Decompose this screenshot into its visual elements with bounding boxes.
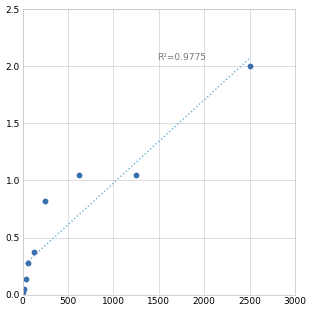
Point (134, 172, 139, 177)
Point (22, 286, 27, 291)
Point (26, 260, 31, 265)
Point (32, 250, 37, 255)
Point (20, 290, 25, 295)
Text: R²=0.9775: R²=0.9775 (157, 53, 206, 61)
Point (77, 172, 82, 177)
Point (247, 64, 252, 69)
Point (23, 276, 28, 281)
Point (43, 198, 48, 203)
